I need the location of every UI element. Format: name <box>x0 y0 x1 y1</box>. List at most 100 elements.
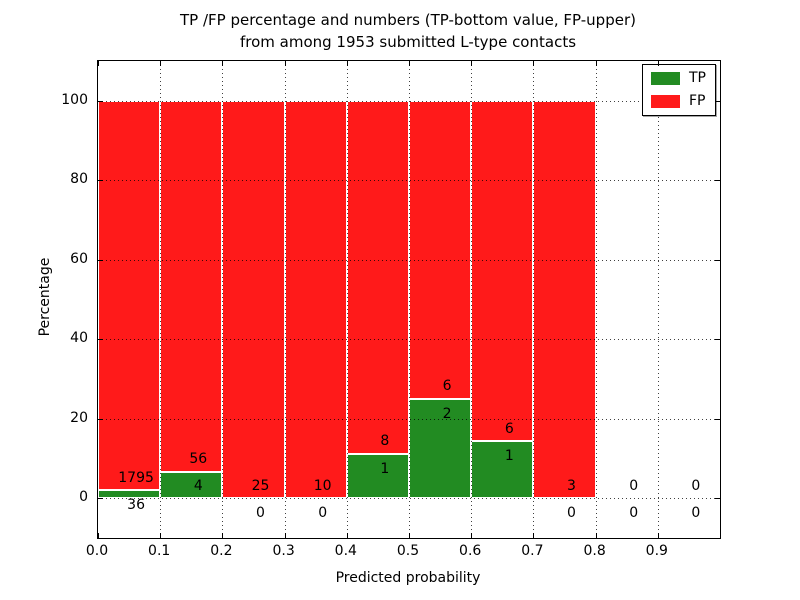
fp-bar <box>533 100 596 499</box>
tp-count-label: 0 <box>691 504 701 521</box>
x-tick-mark <box>471 61 473 66</box>
fp-count-label: 8 <box>380 433 390 450</box>
x-tick-mark <box>657 533 659 538</box>
vertical-gridline <box>346 61 348 538</box>
y-tick-label: 40 <box>70 330 88 347</box>
x-tick-label: 0.4 <box>334 543 357 559</box>
tp-count-label: 36 <box>127 497 146 514</box>
x-tick-label: 0.5 <box>396 543 420 559</box>
x-tick-mark <box>471 533 473 538</box>
horizontal-gridline <box>98 418 720 420</box>
x-tick-mark <box>533 61 535 66</box>
fp-count-label: 25 <box>251 477 270 494</box>
y-tick-mark <box>98 180 103 182</box>
horizontal-gridline <box>98 498 720 500</box>
tp-bar <box>160 471 223 499</box>
y-axis-label: Percentage <box>37 257 53 337</box>
legend-item-tp: TP <box>651 71 706 85</box>
vertical-gridline <box>595 61 597 538</box>
tp-count-label: 0 <box>256 504 265 521</box>
horizontal-gridline <box>98 100 720 102</box>
x-tick-label: 0.1 <box>148 543 171 559</box>
tp-count-label: 0 <box>629 504 639 521</box>
horizontal-gridline <box>98 180 720 182</box>
legend-label-fp: FP <box>689 93 706 109</box>
y-tick-mark <box>98 259 103 261</box>
tp-bar <box>346 454 409 499</box>
vertical-gridline <box>657 61 659 538</box>
fp-bar <box>222 100 285 499</box>
chart-title-line1: TP /FP percentage and numbers (TP-bottom… <box>180 11 636 29</box>
tp-count-label: 0 <box>567 504 576 521</box>
x-tick-mark <box>657 61 659 66</box>
x-tick-label: 0.8 <box>583 543 606 559</box>
fp-color-swatch <box>651 94 680 108</box>
x-tick-mark <box>346 533 348 538</box>
y-tick-label: 0 <box>79 489 88 506</box>
x-tick-mark <box>409 61 410 66</box>
tp-count-label: 0 <box>318 504 328 521</box>
y-tick-mark <box>715 498 720 500</box>
vertical-gridline <box>471 61 473 538</box>
fp-count-label: 3 <box>567 477 576 494</box>
y-tick-mark <box>715 259 720 261</box>
x-tick-label: 0.7 <box>521 543 544 559</box>
x-tick-label: 0.0 <box>85 543 109 559</box>
fp-bar <box>160 100 223 472</box>
legend: TP FP <box>642 64 716 116</box>
tp-bar <box>471 441 534 499</box>
x-tick-mark <box>222 61 224 66</box>
horizontal-gridline <box>98 259 720 261</box>
y-tick-mark <box>715 100 720 102</box>
x-tick-mark <box>533 533 535 538</box>
tp-color-swatch <box>651 71 680 85</box>
y-tick-mark <box>715 339 720 341</box>
x-tick-mark <box>222 533 224 538</box>
tp-count-label: 2 <box>442 405 452 422</box>
x-tick-label: 0.6 <box>459 543 482 559</box>
x-tick-mark <box>284 533 286 538</box>
horizontal-gridline <box>98 339 720 341</box>
fp-bar <box>346 100 409 455</box>
y-tick-mark <box>715 180 720 182</box>
x-tick-mark <box>284 61 286 66</box>
chart-title: TP /FP percentage and numbers (TP-bottom… <box>97 9 719 53</box>
x-tick-mark <box>595 533 597 538</box>
fp-count-label: 56 <box>189 451 208 468</box>
fp-bar <box>284 100 347 499</box>
fp-bar <box>471 100 534 442</box>
fp-count-label: 0 <box>629 477 639 494</box>
y-tick-mark <box>715 418 720 420</box>
x-tick-mark <box>160 533 162 538</box>
vertical-gridline <box>284 61 286 538</box>
fp-count-label: 6 <box>504 420 514 437</box>
fp-count-label: 1795 <box>118 469 154 486</box>
y-tick-label: 100 <box>61 91 88 108</box>
x-tick-mark <box>160 61 162 66</box>
y-tick-mark <box>98 498 103 500</box>
x-tick-mark <box>98 61 99 66</box>
x-tick-mark <box>595 61 597 66</box>
y-tick-mark <box>98 418 103 420</box>
x-tick-mark <box>409 533 410 538</box>
vertical-gridline <box>409 61 410 538</box>
tp-count-label: 1 <box>380 460 390 477</box>
tp-bar <box>409 398 472 499</box>
x-axis-label: Predicted probability <box>335 570 481 586</box>
x-tick-mark <box>98 533 99 538</box>
fp-count-label: 0 <box>691 477 701 494</box>
y-tick-label: 20 <box>70 409 88 426</box>
chart-title-line2: from among 1953 submitted L-type contact… <box>239 33 577 51</box>
fp-bar <box>98 100 161 491</box>
fp-count-label: 6 <box>442 378 452 395</box>
y-tick-mark <box>98 100 103 102</box>
fp-count-label: 10 <box>313 477 332 494</box>
vertical-gridline <box>160 61 162 538</box>
y-tick-mark <box>98 339 103 341</box>
y-tick-label: 60 <box>70 250 88 267</box>
tp-count-label: 4 <box>193 478 203 495</box>
legend-item-fp: FP <box>651 94 706 108</box>
vertical-gridline <box>222 61 224 538</box>
x-tick-label: 0.3 <box>272 543 295 559</box>
